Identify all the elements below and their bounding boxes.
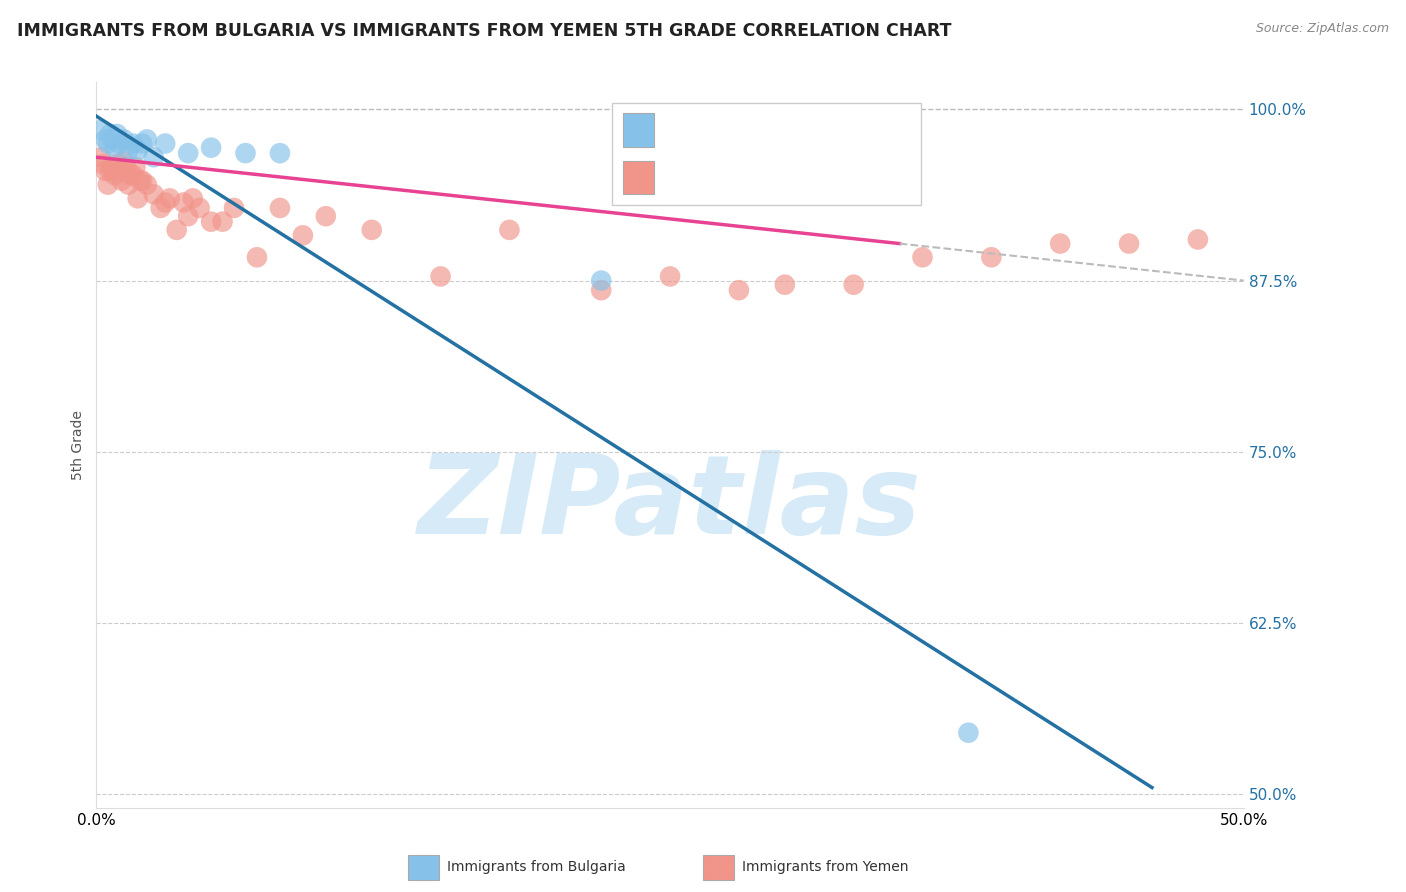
Text: R =: R = <box>668 170 702 185</box>
Point <box>1187 232 1209 246</box>
Point <box>842 277 865 292</box>
Point <box>1049 236 1071 251</box>
Point <box>127 191 149 205</box>
Point <box>104 168 127 182</box>
Point <box>110 173 132 187</box>
Point <box>1118 236 1140 251</box>
Point <box>131 173 153 187</box>
Point <box>129 173 152 187</box>
Point <box>135 132 157 146</box>
Point <box>235 146 257 161</box>
Point <box>112 132 135 146</box>
Point <box>105 127 128 141</box>
Point <box>222 201 245 215</box>
Point <box>269 201 291 215</box>
Point <box>188 201 211 215</box>
Point <box>773 277 796 292</box>
Point <box>149 201 172 215</box>
Point <box>142 187 165 202</box>
Point <box>122 168 145 182</box>
Y-axis label: 5th Grade: 5th Grade <box>72 410 86 480</box>
Point <box>246 250 269 264</box>
Point <box>659 269 682 284</box>
Point <box>153 136 176 151</box>
Text: R =: R = <box>668 123 702 137</box>
Point <box>98 127 121 141</box>
Point <box>97 136 120 151</box>
Point <box>980 250 1002 264</box>
Point <box>98 164 121 178</box>
Point <box>911 250 934 264</box>
Point <box>108 164 131 178</box>
Point <box>159 191 181 205</box>
Point <box>177 146 200 161</box>
Point <box>108 136 131 151</box>
Text: 22: 22 <box>818 123 839 137</box>
Point <box>173 195 195 210</box>
Point <box>112 154 135 169</box>
Point <box>591 283 613 297</box>
Point <box>315 209 337 223</box>
Point <box>115 160 138 174</box>
Point <box>211 214 233 228</box>
Point <box>957 725 980 739</box>
Point <box>94 132 117 146</box>
Point <box>131 136 153 151</box>
Text: Immigrants from Yemen: Immigrants from Yemen <box>742 860 908 874</box>
Point <box>166 223 188 237</box>
Point <box>101 132 124 146</box>
Point <box>269 146 291 161</box>
Point <box>360 223 382 237</box>
Point <box>117 144 139 158</box>
Point <box>120 168 142 182</box>
Point <box>200 214 222 228</box>
Point <box>127 144 149 158</box>
Point <box>135 178 157 192</box>
Text: -0.421: -0.421 <box>703 170 758 185</box>
Point <box>90 150 112 164</box>
Point <box>200 141 222 155</box>
Point <box>122 136 145 151</box>
Text: N =: N = <box>773 123 817 137</box>
Point <box>94 164 117 178</box>
Point <box>104 141 127 155</box>
Point <box>142 150 165 164</box>
Point <box>91 157 114 171</box>
Text: N =: N = <box>773 170 817 185</box>
Text: Immigrants from Bulgaria: Immigrants from Bulgaria <box>447 860 626 874</box>
Point <box>291 228 314 243</box>
Point <box>153 195 176 210</box>
Point <box>105 157 128 171</box>
Text: IMMIGRANTS FROM BULGARIA VS IMMIGRANTS FROM YEMEN 5TH GRADE CORRELATION CHART: IMMIGRANTS FROM BULGARIA VS IMMIGRANTS F… <box>17 22 952 40</box>
Point <box>90 123 112 137</box>
Point <box>498 223 520 237</box>
Text: 49: 49 <box>818 170 839 185</box>
Text: Source: ZipAtlas.com: Source: ZipAtlas.com <box>1256 22 1389 36</box>
Point <box>728 283 751 297</box>
Point <box>117 178 139 192</box>
Point <box>101 160 124 174</box>
Point <box>97 178 120 192</box>
Text: -0.947: -0.947 <box>703 123 758 137</box>
Point <box>124 160 146 174</box>
Point <box>429 269 451 284</box>
Point <box>181 191 204 205</box>
Point <box>591 274 613 288</box>
Point <box>177 209 200 223</box>
Text: ZIPatlas: ZIPatlas <box>418 450 922 557</box>
